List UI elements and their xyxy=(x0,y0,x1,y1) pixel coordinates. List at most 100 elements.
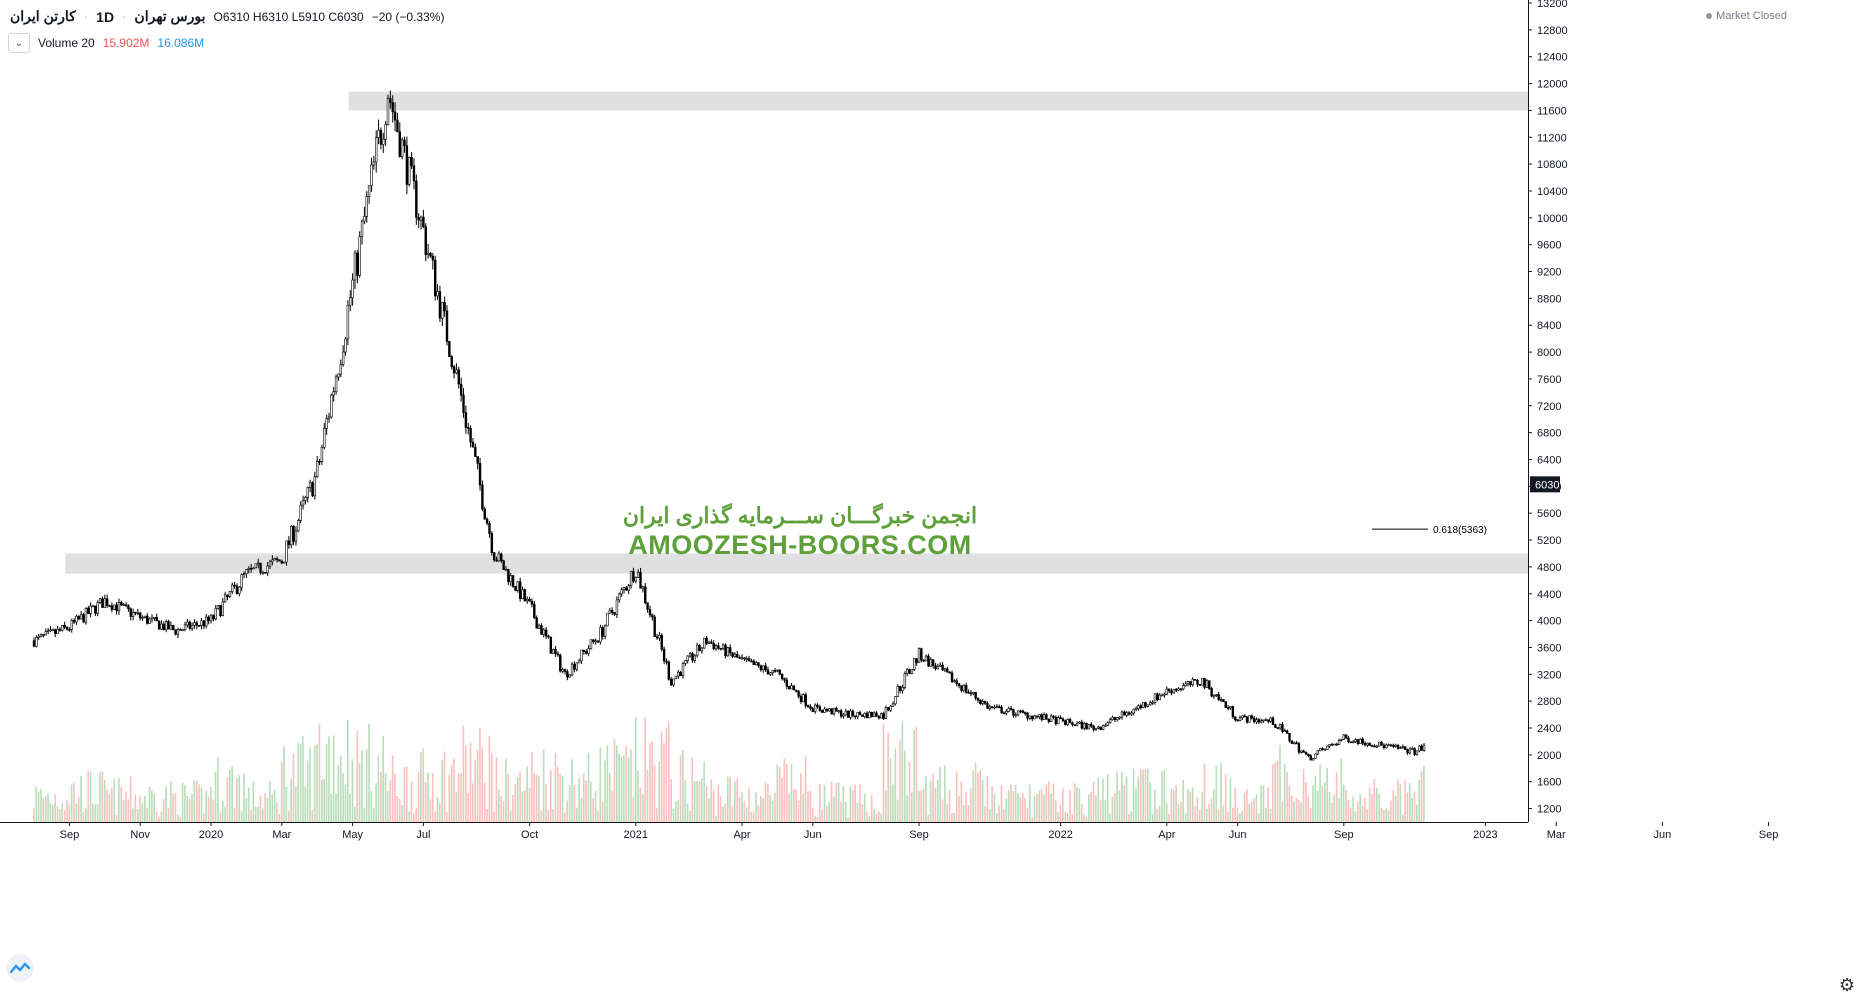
volume-bar xyxy=(866,811,868,822)
candle-body xyxy=(1392,744,1395,747)
candle-body xyxy=(511,575,515,587)
volume-bar xyxy=(405,766,408,822)
volume-bar xyxy=(365,749,368,822)
candle-body xyxy=(516,581,520,591)
volume-bar xyxy=(1057,811,1059,822)
price-axis[interactable]: 1200 1600 2000 2400 2800 3200 3600 4000 4400 4800… xyxy=(1528,0,1863,1002)
candle-body xyxy=(80,614,83,620)
volume-bar xyxy=(689,810,691,822)
candle-body xyxy=(382,138,385,145)
candle-body xyxy=(42,634,45,636)
volume-bar xyxy=(625,745,628,822)
volume-bar xyxy=(1147,769,1149,822)
candle-body xyxy=(1167,688,1171,692)
candle-body xyxy=(754,662,758,666)
volume-bar xyxy=(115,815,118,822)
candle-body xyxy=(1191,679,1194,686)
candle-body xyxy=(1352,741,1355,743)
volume-bar xyxy=(1378,793,1380,822)
candle-body xyxy=(995,706,999,708)
candle-body xyxy=(832,707,836,715)
candle-body xyxy=(679,671,682,676)
candle-body xyxy=(105,598,109,606)
candle-body xyxy=(1208,680,1211,689)
candle-body xyxy=(1198,684,1202,686)
volume-bar xyxy=(639,787,642,822)
candle-body xyxy=(1250,715,1253,719)
volume-bar xyxy=(351,759,354,822)
candle-body xyxy=(214,608,217,620)
volume-bar xyxy=(913,729,915,822)
candle-body xyxy=(710,641,713,644)
volume-bar xyxy=(918,790,920,822)
volume-bar xyxy=(184,785,186,822)
candle-body xyxy=(1349,741,1353,744)
candle-body xyxy=(1326,745,1329,750)
candle-body xyxy=(917,648,921,663)
candle-body xyxy=(842,714,845,717)
candle-body xyxy=(669,679,673,686)
candle-body xyxy=(1368,742,1371,746)
volume-bar xyxy=(316,744,318,822)
symbol-name[interactable]: کارتن ایران xyxy=(10,8,76,24)
volume-bar xyxy=(1154,789,1156,822)
volume-bar xyxy=(656,808,658,822)
collapse-legend-button[interactable]: ⌄ xyxy=(8,33,30,53)
watermark-url: AMOOZESH-BOORS.COM xyxy=(628,530,972,560)
candle-body xyxy=(448,341,451,357)
tradingview-logo-button[interactable] xyxy=(6,954,34,982)
candle-body xyxy=(476,456,479,464)
volume-bar xyxy=(849,786,852,822)
candle-body xyxy=(622,587,626,590)
market-status: Market Closed xyxy=(1706,10,1787,22)
volume-bar xyxy=(1149,782,1151,822)
candle-body xyxy=(358,236,361,276)
candle-body xyxy=(1406,749,1409,754)
fib-level: 0.618(5363) xyxy=(1372,525,1487,536)
volume-bar xyxy=(82,811,85,822)
candle-body xyxy=(693,655,697,661)
volume-bar xyxy=(1413,791,1416,822)
volume-bar xyxy=(1038,790,1041,822)
candle-body xyxy=(238,586,241,594)
volume-bar xyxy=(1003,809,1005,822)
volume-bar xyxy=(160,811,163,822)
volume-bar xyxy=(153,793,156,822)
candle-body xyxy=(127,605,130,610)
volume-bar xyxy=(63,810,66,822)
ohlc-values: O6310 H6310 L5910 C6030 xyxy=(213,9,364,24)
candle-body xyxy=(443,302,446,312)
volume-bar xyxy=(1267,787,1269,822)
candle-body xyxy=(726,647,730,657)
volume-bar xyxy=(531,751,533,822)
volume-bar xyxy=(1286,772,1288,822)
volume-bar xyxy=(1109,813,1111,822)
volume-bar xyxy=(467,793,469,822)
volume-bar xyxy=(634,717,637,822)
price-tick-label: 1600 xyxy=(1537,777,1561,789)
volume-label[interactable]: Volume 20 xyxy=(38,36,95,50)
candle-body xyxy=(1179,688,1183,691)
candle-body xyxy=(1363,742,1367,746)
volume-bar xyxy=(380,772,382,822)
candle-body xyxy=(509,575,512,583)
candle-body xyxy=(884,707,888,719)
settings-gear-icon[interactable]: ⚙ xyxy=(1838,975,1855,995)
volume-bar xyxy=(309,747,311,822)
interval[interactable]: 1D xyxy=(96,8,115,25)
volume-bar xyxy=(146,807,148,822)
candle-body xyxy=(1215,694,1218,696)
volume-bar xyxy=(344,784,347,822)
volume-bar xyxy=(372,808,375,822)
candle-body xyxy=(948,671,951,674)
volume-bar xyxy=(967,805,970,822)
candle-body xyxy=(1359,738,1362,745)
time-axis[interactable]: Sep Nov 2020 Mar May Jul Oct 2021 Apr Jun Sep 2022 A… xyxy=(0,822,1778,841)
candle-body xyxy=(146,615,149,624)
candle-body xyxy=(681,663,685,676)
candle-body xyxy=(294,530,298,542)
candle-body xyxy=(828,708,831,712)
volume-bar xyxy=(712,789,715,822)
volume-bar xyxy=(545,784,547,822)
